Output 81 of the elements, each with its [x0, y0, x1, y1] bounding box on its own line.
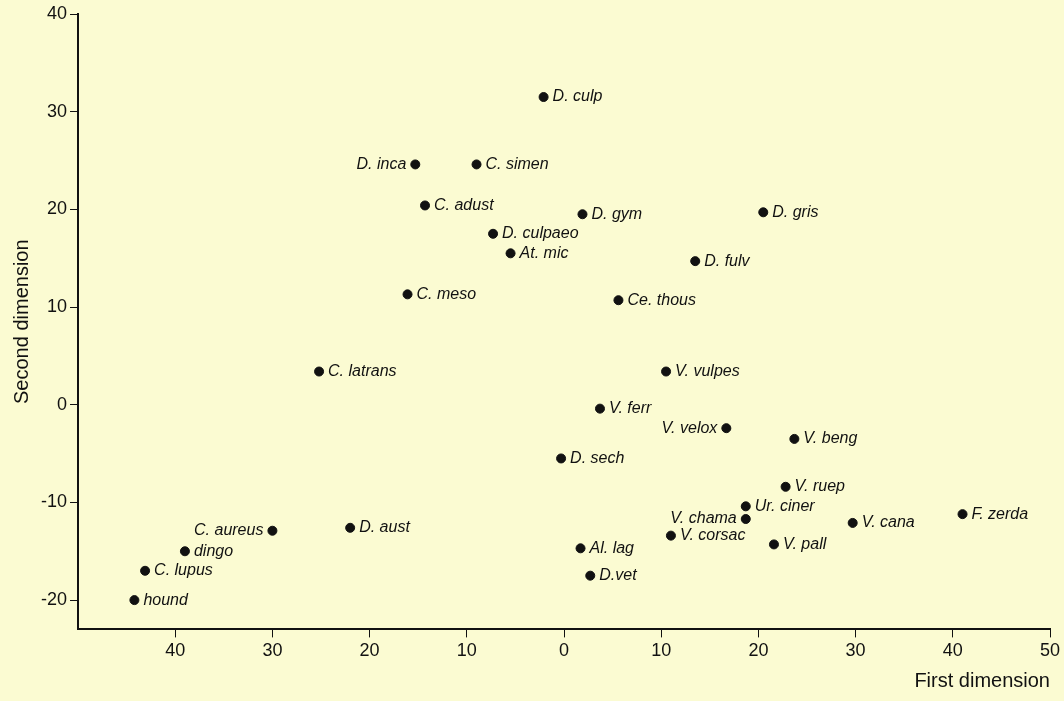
y-axis-title: Second dimension	[9, 239, 32, 404]
point	[577, 209, 588, 220]
annotation: D. fulv	[704, 251, 751, 269]
y-tick-label: 40	[46, 2, 68, 23]
annotation: V. velox	[661, 418, 719, 436]
annotation: D.vet	[599, 566, 638, 584]
y-tick-label: 30	[46, 100, 68, 121]
point	[847, 517, 858, 528]
annotation: F. zerda	[971, 504, 1029, 522]
x-axis-title: First dimension	[914, 668, 1050, 691]
annotation: Ur. ciner	[754, 496, 816, 514]
point	[314, 366, 325, 377]
x-tick-label: 30	[262, 640, 283, 661]
point	[594, 403, 605, 414]
annotation: D. culp	[552, 87, 603, 105]
point	[402, 289, 413, 300]
x-tick-label: 20	[748, 640, 769, 661]
point	[721, 423, 732, 434]
point	[556, 453, 567, 464]
point	[505, 248, 516, 259]
annotation: C. meso	[416, 284, 477, 302]
annotation: V. ruep	[794, 477, 846, 495]
point	[789, 433, 800, 444]
point	[690, 256, 701, 267]
annotation: D. inca	[356, 154, 407, 172]
point	[538, 92, 549, 103]
point	[613, 295, 624, 306]
point	[471, 159, 482, 170]
point	[140, 565, 151, 576]
point	[740, 501, 751, 512]
annotation: V. cana	[861, 513, 915, 531]
point	[267, 525, 278, 536]
x-tick-label: 20	[359, 640, 380, 661]
point	[179, 546, 190, 557]
point	[768, 539, 779, 550]
point	[758, 207, 769, 218]
y-tick-label: 10	[46, 296, 68, 317]
point	[740, 514, 751, 525]
point	[575, 543, 586, 554]
annotation: V. beng	[803, 429, 858, 447]
annotation: D. gym	[591, 204, 643, 222]
annotation: V. ferr	[608, 399, 653, 417]
x-tick-label: 40	[942, 640, 963, 661]
annotation: At. mic	[518, 243, 569, 261]
point	[661, 366, 672, 377]
annotation: V. chama	[670, 509, 737, 527]
y-tick-label: 20	[46, 198, 68, 219]
y-tick-label: 0	[57, 393, 68, 414]
y-tick-label: -20	[41, 589, 68, 610]
x-tick-label: 50	[1039, 640, 1061, 661]
annotation: D. culpaeo	[502, 224, 579, 242]
y-tick-label: -10	[41, 491, 68, 512]
point	[957, 509, 968, 520]
annotation: V. vulpes	[675, 361, 740, 379]
x-tick-label: 40	[165, 640, 186, 661]
annotation: D. aust	[359, 518, 411, 536]
annotation: C. aureus	[194, 521, 264, 539]
x-tick-label: 10	[651, 640, 672, 661]
annotation: C. simen	[485, 154, 549, 172]
annotation: V. corsac	[679, 526, 746, 544]
annotation: V. pall	[782, 534, 827, 552]
annotation: C. adust	[434, 195, 495, 213]
point	[780, 481, 791, 492]
annotation: Al. lag	[588, 538, 635, 556]
point	[345, 522, 356, 533]
point	[420, 200, 431, 211]
annotation: D. gris	[772, 202, 819, 220]
annotation: Ce. thous	[627, 290, 696, 308]
x-tick-label: 0	[559, 640, 570, 661]
annotation: C. lupus	[154, 561, 213, 579]
point	[129, 595, 140, 606]
point	[488, 228, 499, 239]
point	[585, 570, 596, 581]
annotation: D. sech	[570, 448, 625, 466]
annotation: C. latrans	[328, 361, 397, 379]
x-tick-label: 30	[845, 640, 866, 661]
annotation: hound	[143, 590, 189, 608]
annotation: dingo	[193, 541, 234, 559]
x-tick-label: 10	[456, 640, 477, 661]
point	[410, 159, 421, 170]
point	[665, 530, 676, 541]
